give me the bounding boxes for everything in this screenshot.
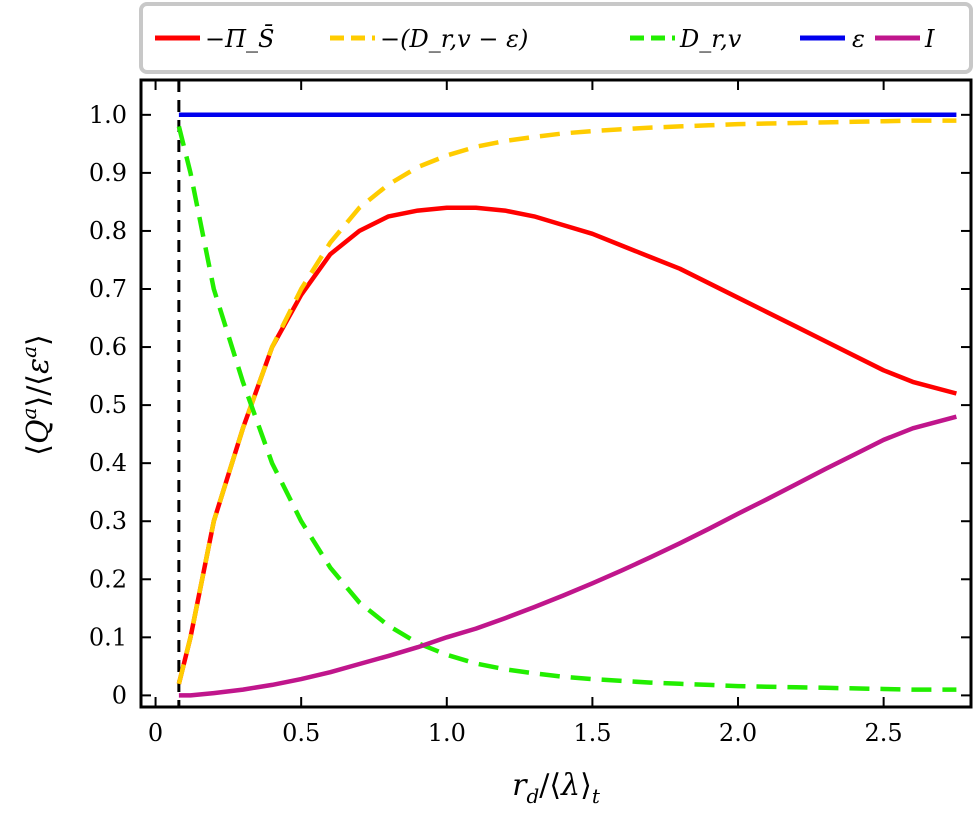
y-tick-label: 0.8 — [89, 217, 127, 245]
y-tick-label: 1.0 — [89, 101, 127, 129]
x-axis-label: rd/⟨λ⟩t — [512, 768, 601, 808]
x-tick-label: 1.5 — [573, 719, 611, 747]
plot-frame — [139, 78, 973, 709]
legend-label-4: I — [924, 25, 935, 53]
series-line-2 — [176, 125, 957, 692]
series-line-1 — [176, 118, 957, 685]
legend-items: −Π_S̄ −(D_r,v − ε) D_r,v ε I — [155, 25, 935, 53]
y-axis-label: ⟨Qa⟩/⟨εa⟩ — [17, 334, 56, 456]
x-tick-label: 1.0 — [428, 719, 466, 747]
y-tick-label: 0.4 — [89, 449, 127, 477]
y-tick-label: 0.7 — [89, 275, 127, 303]
legend-label-0: −Π_S̄ — [205, 25, 274, 53]
x-tick-label: 2.5 — [865, 719, 903, 747]
y-tick-label: 0.5 — [89, 391, 127, 419]
legend-label-1: −(D_r,v − ε) — [380, 25, 528, 53]
x-tick-label: 0 — [148, 719, 163, 747]
y-tick-label: 0.2 — [89, 565, 127, 593]
legend-label-2: D_r,v — [679, 25, 742, 53]
y-tick-label: 0 — [112, 681, 127, 709]
legend-label-3: ε — [852, 25, 865, 53]
y-tick-label: 0.1 — [89, 623, 127, 651]
axis-ticks — [141, 80, 971, 707]
y-tick-label: 0.3 — [89, 507, 127, 535]
axis-tick-labels: 0 0.5 1.0 1.5 2.0 2.5 0 0.1 0.2 0.3 0.4 0.5 0.6 0.7 0.… — [89, 101, 903, 747]
x-tick-label: 2.0 — [719, 719, 757, 747]
y-tick-label: 0.6 — [89, 333, 127, 361]
x-tick-label: 0.5 — [282, 719, 320, 747]
legend-frame — [139, 2, 973, 74]
series-group — [176, 112, 957, 698]
series-line-0 — [176, 205, 957, 685]
y-tick-label: 0.9 — [89, 159, 127, 187]
legend: −Π_S̄ −(D_r,v − ε) D_r,v ε I — [139, 2, 973, 74]
series-line-4 — [178, 414, 957, 698]
